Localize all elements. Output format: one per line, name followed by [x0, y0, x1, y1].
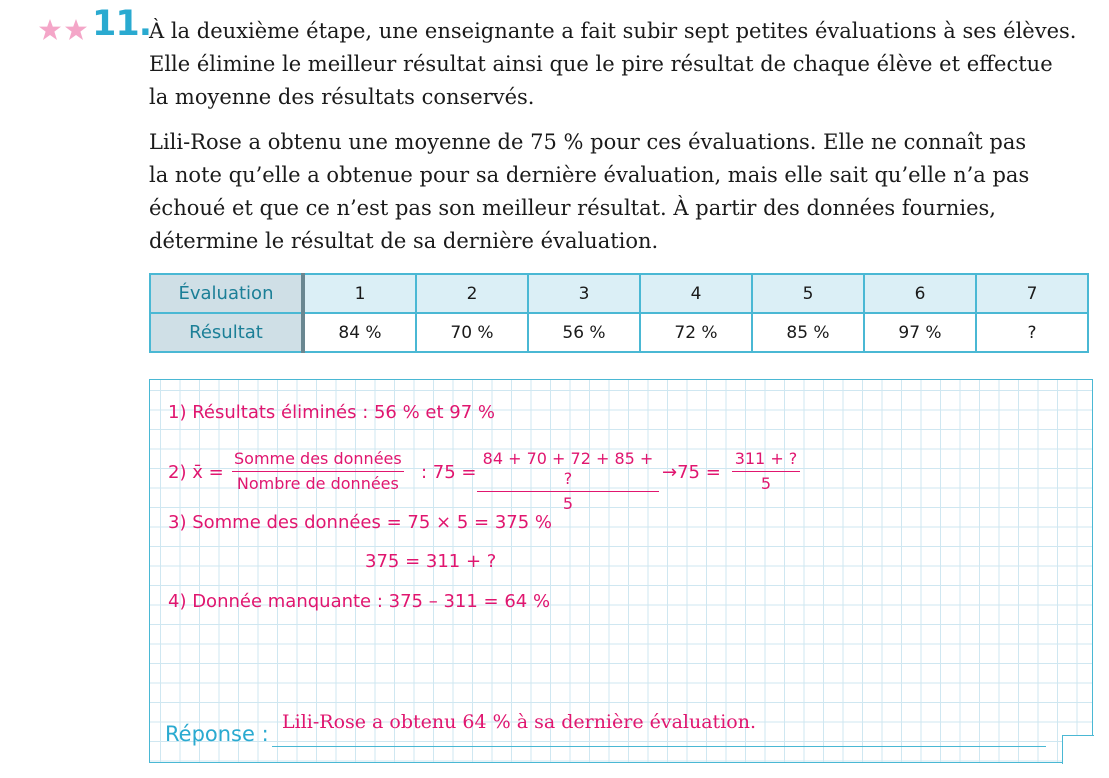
evaluation-number: 5 — [751, 273, 865, 314]
paragraph-line: la moyenne des résultats conservés. — [149, 85, 535, 109]
fraction-denominator: Nombre de données — [236, 474, 399, 493]
evaluation-header: Évaluation — [149, 273, 305, 314]
fraction-numerator: Somme des données — [232, 449, 404, 472]
table-header-row: Évaluation 1 2 3 4 5 6 7 — [149, 273, 1089, 314]
solution-step-4: 4) Donnée manquante : 375 – 311 = 64 % — [168, 591, 551, 612]
result-cell: 72 % — [639, 312, 753, 353]
paragraph-line: échoué et que ce n’est pas son meilleur … — [149, 196, 996, 220]
fraction-denominator: 5 — [760, 474, 772, 493]
evaluation-number: 4 — [639, 273, 753, 314]
fraction-simplified: 311 + ? 5 — [732, 449, 800, 494]
result-header: Résultat — [149, 312, 305, 353]
result-cell: 56 % — [527, 312, 641, 353]
answer-grid — [149, 379, 1093, 763]
exercise-paragraph-1: À la deuxième étape, une enseignante a f… — [149, 15, 1089, 114]
paragraph-line: Elle élimine le meilleur résultat ainsi … — [149, 52, 1053, 76]
result-cell: 70 % — [415, 312, 529, 353]
fraction-mean-definition: Somme des données Nombre de données — [232, 449, 404, 494]
answer-text[interactable]: Lili-Rose a obtenu 64 % à sa dernière év… — [282, 711, 756, 733]
evaluation-number: 7 — [975, 273, 1089, 314]
exercise-paragraph-2: Lili-Rose a obtenu une moyenne de 75 % p… — [149, 126, 1049, 258]
table-row: Résultat 84 % 70 % 56 % 72 % 85 % 97 % ? — [149, 312, 1089, 353]
result-cell: ? — [975, 312, 1089, 353]
fraction-denominator: 5 — [562, 494, 574, 513]
grid-corner-tab — [1062, 735, 1094, 764]
fraction-numerator: 84 + 70 + 72 + 85 + ? — [477, 449, 659, 492]
star-icon — [39, 19, 61, 40]
solution-step-2-arrow: →75 = — [662, 462, 721, 483]
paragraph-line: À la deuxième étape, une enseignante a f… — [149, 19, 1077, 43]
solution-step-3b: 375 = 311 + ? — [365, 551, 497, 572]
solution-step-3: 3) Somme des données = 75 × 5 = 375 % — [168, 512, 552, 533]
result-cell: 85 % — [751, 312, 865, 353]
fraction-sum: 84 + 70 + 72 + 85 + ? 5 — [477, 449, 659, 514]
solution-step-2-mid: : 75 = — [421, 462, 477, 483]
paragraph-line: détermine le résultat de sa dernière éva… — [149, 229, 659, 253]
result-cell: 84 % — [302, 312, 417, 353]
evaluation-number: 1 — [302, 273, 417, 314]
exercise-number: 11. — [92, 4, 152, 44]
solution-step-2-prefix: 2) x̄ = — [168, 462, 224, 483]
result-cell: 97 % — [863, 312, 977, 353]
evaluation-number: 6 — [863, 273, 977, 314]
evaluation-number: 2 — [415, 273, 529, 314]
star-icon — [65, 19, 87, 40]
fraction-numerator: 311 + ? — [732, 449, 800, 472]
paragraph-line: Lili-Rose a obtenu une moyenne de 75 % p… — [149, 130, 1027, 154]
difficulty-stars-icon — [39, 19, 87, 40]
paragraph-line: la note qu’elle a obtenue pour sa derniè… — [149, 163, 1030, 187]
answer-line — [272, 746, 1046, 747]
solution-step-1: 1) Résultats éliminés : 56 % et 97 % — [168, 402, 496, 423]
evaluation-number: 3 — [527, 273, 641, 314]
answer-label: Réponse : — [165, 722, 269, 746]
results-table: Évaluation 1 2 3 4 5 6 7 Résultat 84 % 7… — [149, 273, 1089, 353]
